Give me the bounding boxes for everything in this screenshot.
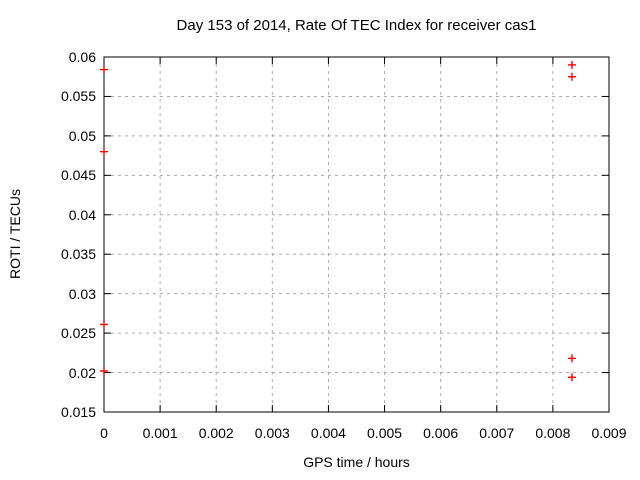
x-tick-label: 0.002 xyxy=(198,425,234,441)
y-tick-label: 0.045 xyxy=(60,167,96,184)
x-tick-label: 0 xyxy=(100,425,108,441)
y-tick-label: 0.015 xyxy=(60,404,96,420)
y-tick-label: 0.025 xyxy=(60,325,96,342)
y-tick-label: 0.055 xyxy=(60,88,96,105)
y-tick-label: 0.06 xyxy=(68,49,96,65)
x-tick-label: 0.006 xyxy=(423,425,459,441)
y-tick-label: 0.03 xyxy=(68,285,96,302)
x-tick-label: 0.001 xyxy=(142,425,178,441)
x-tick-label: 0.003 xyxy=(254,425,290,441)
x-tick-label: 0.007 xyxy=(479,425,515,441)
x-tick-label: 0.004 xyxy=(310,425,346,441)
plot-border xyxy=(103,56,610,413)
x-tick-label: 0.005 xyxy=(367,425,403,441)
y-tick-label: 0.02 xyxy=(68,364,96,381)
x-tick-label: 0.009 xyxy=(591,425,627,441)
y-tick-label: 0.05 xyxy=(68,127,96,144)
chart-title: Day 153 of 2014, Rate Of TEC Index for r… xyxy=(176,17,537,34)
y-tick-label: 0.04 xyxy=(68,206,96,223)
x-axis-label: GPS time / hours xyxy=(303,454,410,470)
y-tick-label: 0.035 xyxy=(60,246,96,263)
x-tick-label: 0.008 xyxy=(535,425,571,441)
